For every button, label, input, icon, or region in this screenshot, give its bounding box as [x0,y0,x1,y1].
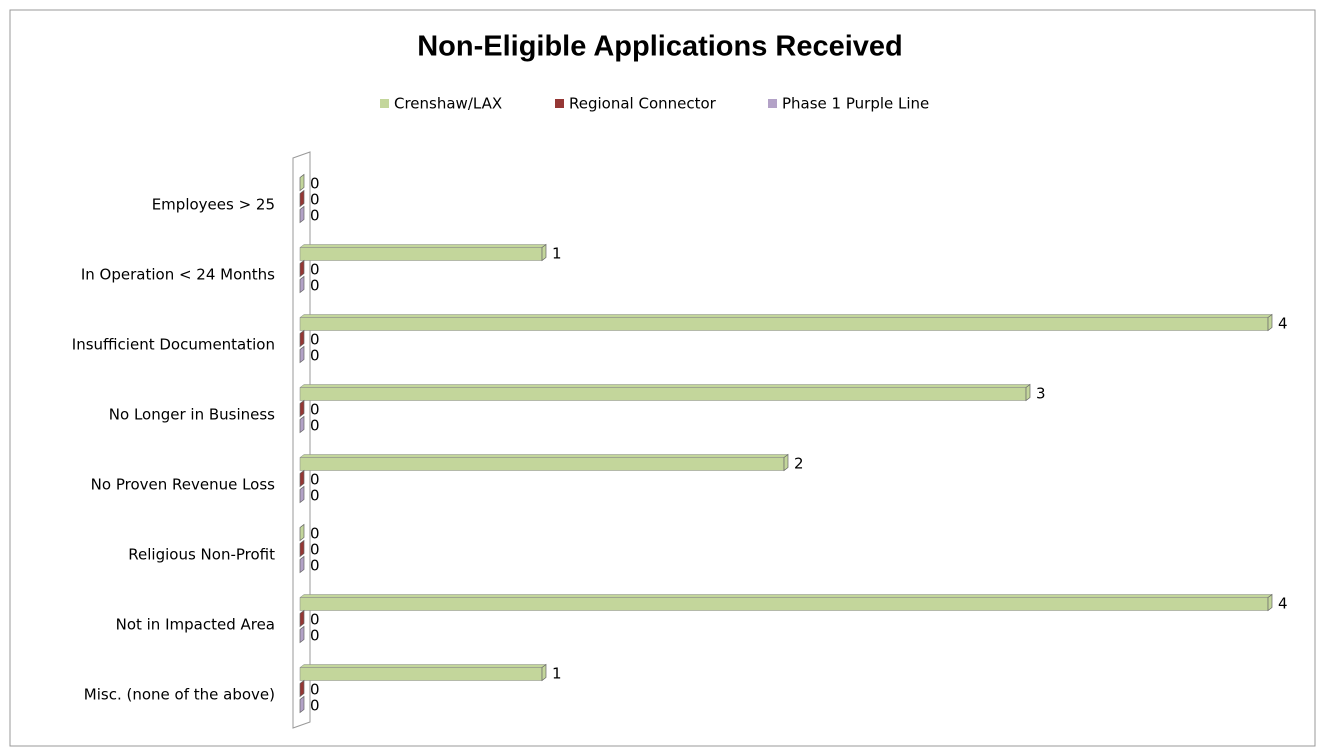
bar-side [1267,593,1273,612]
y-tick-label: Employees > 25 [152,196,275,214]
bar-side [541,663,547,682]
bar-side [299,609,305,628]
legend-swatch [555,99,564,108]
data-label: 3 [1036,385,1046,403]
data-label: 0 [310,261,320,279]
y-tick-label: Insufficient Documentation [72,336,275,354]
bar-side [299,469,305,488]
data-label: 4 [1278,315,1288,333]
bar-side [299,539,305,558]
bar [299,457,785,471]
data-label: 0 [310,541,320,559]
data-label: 1 [552,665,562,683]
data-label: 0 [310,697,320,715]
data-label: 0 [310,471,320,489]
y-tick-label: In Operation < 24 Months [81,266,275,284]
bar-side [299,625,305,644]
data-label: 0 [310,331,320,349]
bar-side [299,275,305,294]
legend-label: Phase 1 Purple Line [782,95,929,113]
bar-top [299,454,789,458]
data-label: 0 [310,207,320,225]
y-tick-label: Religious Non-Profit [128,546,275,564]
bar-side [299,259,305,278]
data-label: 0 [310,347,320,365]
data-label: 0 [310,487,320,505]
bar-side [299,555,305,574]
bar-side [299,485,305,504]
bar-side [299,189,305,208]
bar [299,387,1027,401]
y-tick-label: Misc. (none of the above) [84,686,275,704]
bar-side [299,329,305,348]
bar-side [299,415,305,434]
legend-label: Crenshaw/LAX [394,95,502,113]
bar [299,247,543,261]
data-label: 0 [310,277,320,295]
bar-side [299,399,305,418]
bar-side [541,243,547,262]
bar-side [299,679,305,698]
data-label: 0 [310,611,320,629]
data-label: 0 [310,175,320,193]
legend-label: Regional Connector [569,95,717,113]
bar-top [299,244,547,248]
bar-side [299,173,305,192]
y-tick-label: No Proven Revenue Loss [91,476,276,494]
bar-top [299,384,1031,388]
bar [299,667,543,681]
bar-top [299,314,1273,318]
data-label: 0 [310,525,320,543]
data-label: 0 [310,191,320,209]
data-label: 0 [310,557,320,575]
data-label: 1 [552,245,562,263]
y-tick-label: No Longer in Business [109,406,275,424]
y-tick-label: Not in Impacted Area [116,616,275,634]
bar [299,597,1269,611]
bar-side [1025,383,1031,402]
chart-title: Non-Eligible Applications Received [417,31,903,63]
legend-swatch [768,99,777,108]
bar-side [1267,313,1273,332]
bar-side [783,453,789,472]
bar-side [299,523,305,542]
axis-wall [292,151,311,729]
data-label: 0 [310,401,320,419]
data-label: 2 [794,455,804,473]
bar-side [299,695,305,714]
data-label: 0 [310,627,320,645]
legend-swatch [380,99,389,108]
bar [299,317,1269,331]
bar-side [299,205,305,224]
bar-top [299,664,547,668]
bar-top [299,594,1273,598]
chart-border [9,9,1316,747]
data-label: 0 [310,417,320,435]
bar-side [299,345,305,364]
data-label: 4 [1278,595,1288,613]
data-label: 0 [310,681,320,699]
